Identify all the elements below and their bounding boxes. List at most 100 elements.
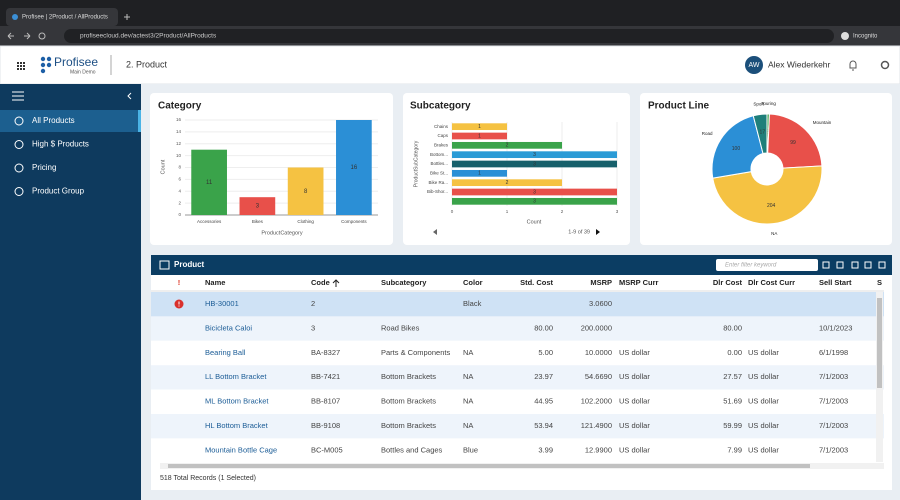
- grid-row[interactable]: [151, 389, 884, 414]
- slice-category: Road: [702, 131, 713, 136]
- grid-toolbar: [151, 255, 892, 275]
- toolbar-button[interactable]: [851, 261, 859, 269]
- browser-tab[interactable]: [6, 8, 118, 26]
- toolbar-button[interactable]: [864, 261, 872, 269]
- chart-card: [403, 93, 630, 245]
- v-thumb[interactable]: [877, 298, 882, 388]
- cell: Parts & Components: [381, 348, 450, 357]
- nav-item[interactable]: High $ Products: [32, 140, 89, 149]
- user-name[interactable]: Alex Wiederkehr: [768, 59, 831, 69]
- next-page[interactable]: [596, 229, 600, 235]
- cell: 10/1/2023: [819, 323, 852, 332]
- apps-dot: [23, 65, 25, 67]
- y-tick-label: 2: [178, 200, 181, 205]
- cell: NA: [463, 348, 473, 357]
- bar-label: 3: [256, 204, 260, 210]
- y-tick-label: 0: [178, 212, 181, 217]
- cell: Road Bikes: [381, 323, 420, 332]
- grid-row[interactable]: [151, 438, 884, 463]
- y-label: Count: [160, 159, 166, 174]
- page-title: 2. Product: [126, 59, 168, 69]
- subbrand: Main Demo: [70, 69, 96, 75]
- bar: [452, 141, 562, 149]
- bar: [239, 197, 276, 215]
- grid-row[interactable]: [151, 340, 884, 366]
- x-tick-label: 3: [616, 209, 619, 214]
- grid-title: Product: [174, 260, 205, 269]
- filter-box[interactable]: [716, 259, 818, 271]
- toolbar-button[interactable]: [836, 261, 844, 269]
- cell: BA-8327: [311, 348, 340, 357]
- column-header: S: [877, 278, 882, 287]
- cell: 51.69: [723, 397, 742, 406]
- bell[interactable]: [849, 60, 857, 71]
- nav-item[interactable]: Pricing: [32, 163, 56, 172]
- cell: 27.57: [723, 372, 742, 381]
- slice-category: Mountain: [813, 120, 832, 125]
- grid-footer: 518 Total Records (1 Selected): [160, 475, 256, 482]
- menu-icon: [12, 91, 24, 101]
- cell: 12.9900: [585, 445, 612, 454]
- slice-label: 100: [732, 146, 741, 152]
- apps-dot: [20, 65, 22, 67]
- nav-icon: [14, 140, 24, 149]
- y-tick-label: 6: [178, 177, 181, 182]
- cell: 10.0000: [585, 348, 612, 357]
- pie-slice: [712, 165, 823, 225]
- y-tick-label: 4: [178, 188, 181, 193]
- cell: US dollar: [748, 372, 779, 381]
- cell: US dollar: [748, 348, 779, 357]
- column-header: Name: [205, 278, 225, 287]
- apps-dot: [20, 62, 22, 64]
- logo-dot: [46, 56, 52, 62]
- selected-accent: [138, 110, 141, 132]
- cell: US dollar: [619, 397, 650, 406]
- cell: Blue: [463, 445, 478, 454]
- apps-dot: [20, 68, 22, 70]
- bar-label: 2: [506, 180, 509, 186]
- chart-title: Category: [158, 101, 202, 112]
- grid-row[interactable]: [151, 292, 884, 317]
- nav-item[interactable]: All Products: [32, 116, 75, 125]
- apps-dot: [17, 68, 19, 70]
- y-tick-label: 8: [178, 165, 181, 170]
- settings[interactable]: [880, 60, 890, 70]
- cell: US dollar: [748, 445, 779, 454]
- toolbar-button[interactable]: [822, 261, 830, 269]
- prev-page[interactable]: [433, 229, 437, 235]
- cell: 5.00: [538, 348, 553, 357]
- reload[interactable]: [38, 32, 46, 40]
- column-header: !: [178, 278, 181, 287]
- column-header: Code: [311, 278, 330, 287]
- slice-label: 3: [766, 129, 769, 135]
- bar: [452, 169, 507, 177]
- logo-dot: [40, 68, 46, 74]
- cell: Bearing Ball: [205, 348, 246, 357]
- y-tick-label: Bike Ra...: [428, 180, 448, 185]
- toolbar-button[interactable]: [878, 261, 886, 269]
- y-tick-label: 16: [176, 117, 182, 122]
- grid-row[interactable]: [151, 414, 884, 439]
- column-header: Subcategory: [381, 278, 427, 287]
- collapse[interactable]: [127, 92, 132, 100]
- x-tick-label: Accessories: [197, 219, 222, 224]
- apps-dot: [23, 62, 25, 64]
- cell: 80.00: [723, 323, 742, 332]
- new-tab[interactable]: [124, 14, 130, 20]
- bar: [452, 188, 617, 196]
- chart-card: [640, 93, 892, 245]
- cell: 102.2000: [581, 397, 612, 406]
- incognito-icon: [841, 32, 849, 40]
- cell: 6/1/1998: [819, 348, 848, 357]
- pie-slice: [767, 113, 823, 169]
- h-thumb[interactable]: [168, 464, 810, 468]
- nav-item[interactable]: Product Group: [32, 187, 85, 196]
- bar: [452, 132, 507, 140]
- grid-row[interactable]: [151, 365, 884, 390]
- x-tick-label: Bikes: [252, 219, 264, 224]
- cell: Bottles and Cages: [381, 445, 443, 454]
- column-header: Dlr Cost: [713, 278, 743, 287]
- grid-row[interactable]: [151, 316, 884, 341]
- y-tick-label: Bike St...: [430, 171, 448, 176]
- slice-category: NA: [771, 231, 777, 236]
